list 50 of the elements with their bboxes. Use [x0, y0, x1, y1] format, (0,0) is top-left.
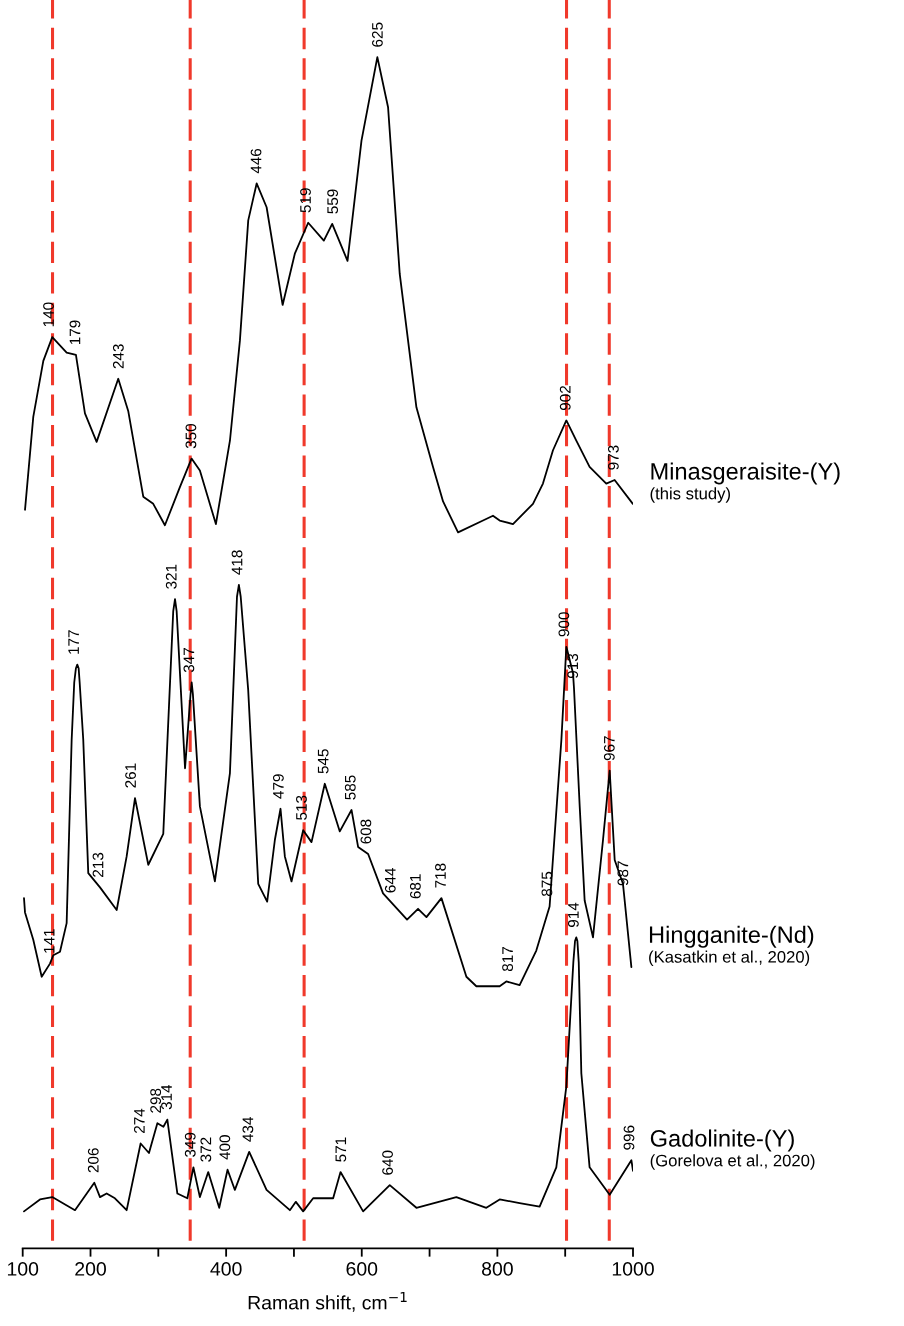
- annotation: 434: [242, 1117, 254, 1142]
- annotation: 681: [409, 874, 421, 899]
- annotation: 902: [559, 386, 571, 411]
- annotation: 996: [623, 1125, 635, 1150]
- annotation: 545: [317, 749, 329, 774]
- x-tick-label: 600: [346, 1262, 378, 1276]
- annotation: 585: [344, 775, 356, 800]
- series-label: Hingganite-(Nd) (Kasatkin et al., 2020): [649, 925, 814, 967]
- annotation: 179: [69, 320, 81, 345]
- annotation: 914: [567, 902, 579, 927]
- annotation: 321: [165, 564, 177, 589]
- annotation: 349: [184, 1132, 196, 1157]
- annotation: 400: [219, 1135, 231, 1160]
- annotation: 372: [200, 1137, 212, 1162]
- x-tick-label: 800: [482, 1262, 513, 1276]
- annotation: 206: [87, 1148, 99, 1173]
- annotation: 625: [371, 22, 383, 47]
- x-axis-title: Raman shift, cm$^{−1}$: [248, 1292, 407, 1312]
- annotation: 608: [360, 819, 372, 844]
- annotation: 644: [384, 868, 396, 893]
- x-tick-label: 100: [7, 1262, 39, 1276]
- annotation: 350: [185, 423, 197, 449]
- annotation: 479: [272, 774, 284, 799]
- annotation: 817: [502, 947, 514, 972]
- annotation: 177: [68, 630, 79, 654]
- annotation: 446: [250, 148, 262, 174]
- annotation: 640: [382, 1150, 393, 1175]
- annotation: 571: [335, 1137, 347, 1162]
- series-label: Gadolinite-(Y) (Gorelova et al., 2020): [650, 1129, 815, 1170]
- x-tick-label: 400: [210, 1262, 242, 1276]
- annotation: 274: [133, 1108, 145, 1133]
- annotation: 967: [603, 736, 615, 761]
- annotation: 718: [435, 863, 446, 888]
- annotation: 261: [125, 763, 136, 788]
- x-tick-label: 1000: [612, 1262, 654, 1276]
- x-tick-label: 200: [75, 1262, 106, 1276]
- annotation: 519: [300, 188, 311, 213]
- annotation: 314: [161, 1084, 172, 1110]
- annotation: 347: [183, 648, 195, 673]
- annotation: 213: [92, 852, 104, 877]
- annotation: 973: [607, 445, 619, 470]
- annotation: 900: [558, 612, 570, 637]
- annotation: 140: [43, 302, 54, 327]
- annotation: 243: [112, 344, 124, 369]
- annotation: 141: [43, 929, 55, 953]
- annotation: 298: [150, 1088, 162, 1113]
- series-label: Minasgeraisite-(Y) (this study): [650, 462, 840, 503]
- annotation: 559: [327, 189, 339, 214]
- annotation: 418: [231, 550, 243, 575]
- annotation: 513: [296, 795, 307, 820]
